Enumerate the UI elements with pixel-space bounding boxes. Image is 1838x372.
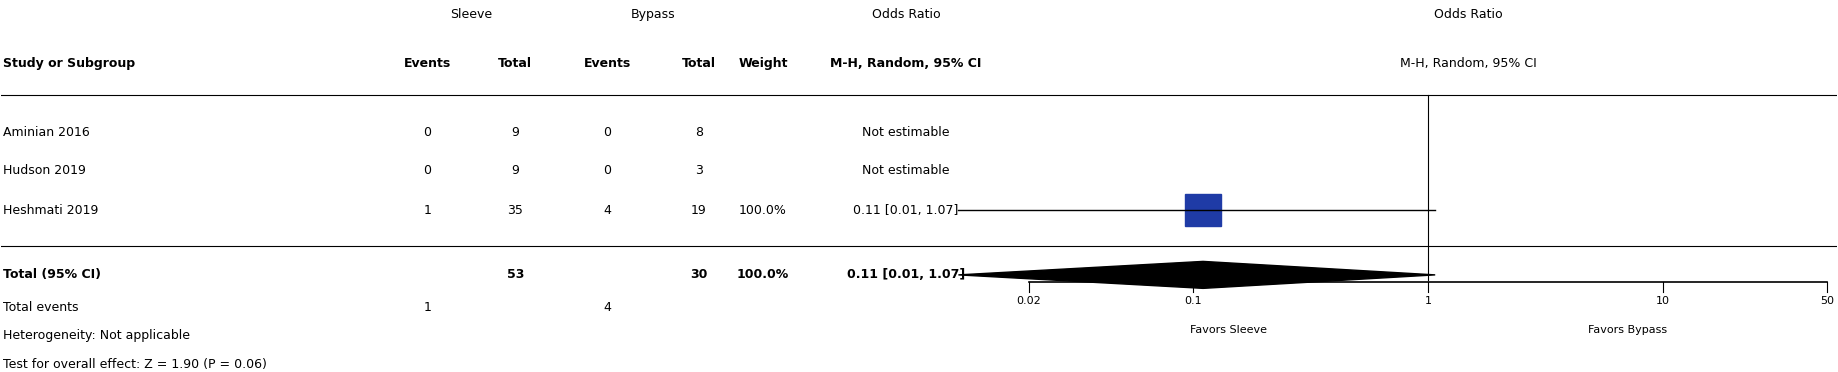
Text: Aminian 2016: Aminian 2016 xyxy=(4,126,90,139)
Text: Odds Ratio: Odds Ratio xyxy=(871,8,941,21)
Text: 9: 9 xyxy=(511,164,518,177)
Bar xyxy=(1186,194,1222,226)
Text: 9: 9 xyxy=(511,126,518,139)
Text: 100.0%: 100.0% xyxy=(737,268,789,281)
Text: 0: 0 xyxy=(603,164,610,177)
Text: 30: 30 xyxy=(689,268,708,281)
Text: 0.1: 0.1 xyxy=(1184,296,1202,307)
Text: 19: 19 xyxy=(691,203,706,217)
Text: 0.11 [0.01, 1.07]: 0.11 [0.01, 1.07] xyxy=(853,203,959,217)
Text: 53: 53 xyxy=(507,268,524,281)
Text: Weight: Weight xyxy=(739,57,789,70)
Text: Favors Sleeve: Favors Sleeve xyxy=(1191,324,1266,334)
Text: Odds Ratio: Odds Ratio xyxy=(1434,8,1502,21)
Text: Favors Bypass: Favors Bypass xyxy=(1588,324,1667,334)
Text: 1: 1 xyxy=(1424,296,1432,307)
Text: 0.02: 0.02 xyxy=(1016,296,1042,307)
Text: 3: 3 xyxy=(695,164,702,177)
Text: 4: 4 xyxy=(603,301,610,314)
Text: 0: 0 xyxy=(603,126,610,139)
Text: 8: 8 xyxy=(695,126,702,139)
Text: Hudson 2019: Hudson 2019 xyxy=(4,164,86,177)
Text: 1: 1 xyxy=(423,301,432,314)
Text: Not estimable: Not estimable xyxy=(862,126,950,139)
Polygon shape xyxy=(958,262,1435,288)
Text: Heterogeneity: Not applicable: Heterogeneity: Not applicable xyxy=(4,329,189,342)
Text: Total: Total xyxy=(682,57,715,70)
Text: 35: 35 xyxy=(507,203,524,217)
Text: 0: 0 xyxy=(423,164,432,177)
Text: Heshmati 2019: Heshmati 2019 xyxy=(4,203,99,217)
Text: Total: Total xyxy=(498,57,533,70)
Text: Total (95% CI): Total (95% CI) xyxy=(4,268,101,281)
Text: Events: Events xyxy=(583,57,630,70)
Text: Total events: Total events xyxy=(4,301,79,314)
Text: Test for overall effect: Z = 1.90 (P = 0.06): Test for overall effect: Z = 1.90 (P = 0… xyxy=(4,358,267,371)
Text: M-H, Random, 95% CI: M-H, Random, 95% CI xyxy=(1401,57,1537,70)
Text: Bypass: Bypass xyxy=(630,8,675,21)
Text: 4: 4 xyxy=(603,203,610,217)
Text: Not estimable: Not estimable xyxy=(862,164,950,177)
Text: 0.11 [0.01, 1.07]: 0.11 [0.01, 1.07] xyxy=(847,268,965,281)
Text: M-H, Random, 95% CI: M-H, Random, 95% CI xyxy=(831,57,981,70)
Text: 0: 0 xyxy=(423,126,432,139)
Text: Sleeve: Sleeve xyxy=(450,8,493,21)
Text: Events: Events xyxy=(404,57,450,70)
Text: 10: 10 xyxy=(1656,296,1671,307)
Text: 50: 50 xyxy=(1820,296,1834,307)
Text: Study or Subgroup: Study or Subgroup xyxy=(4,57,136,70)
Text: 100.0%: 100.0% xyxy=(739,203,787,217)
Text: 1: 1 xyxy=(423,203,432,217)
